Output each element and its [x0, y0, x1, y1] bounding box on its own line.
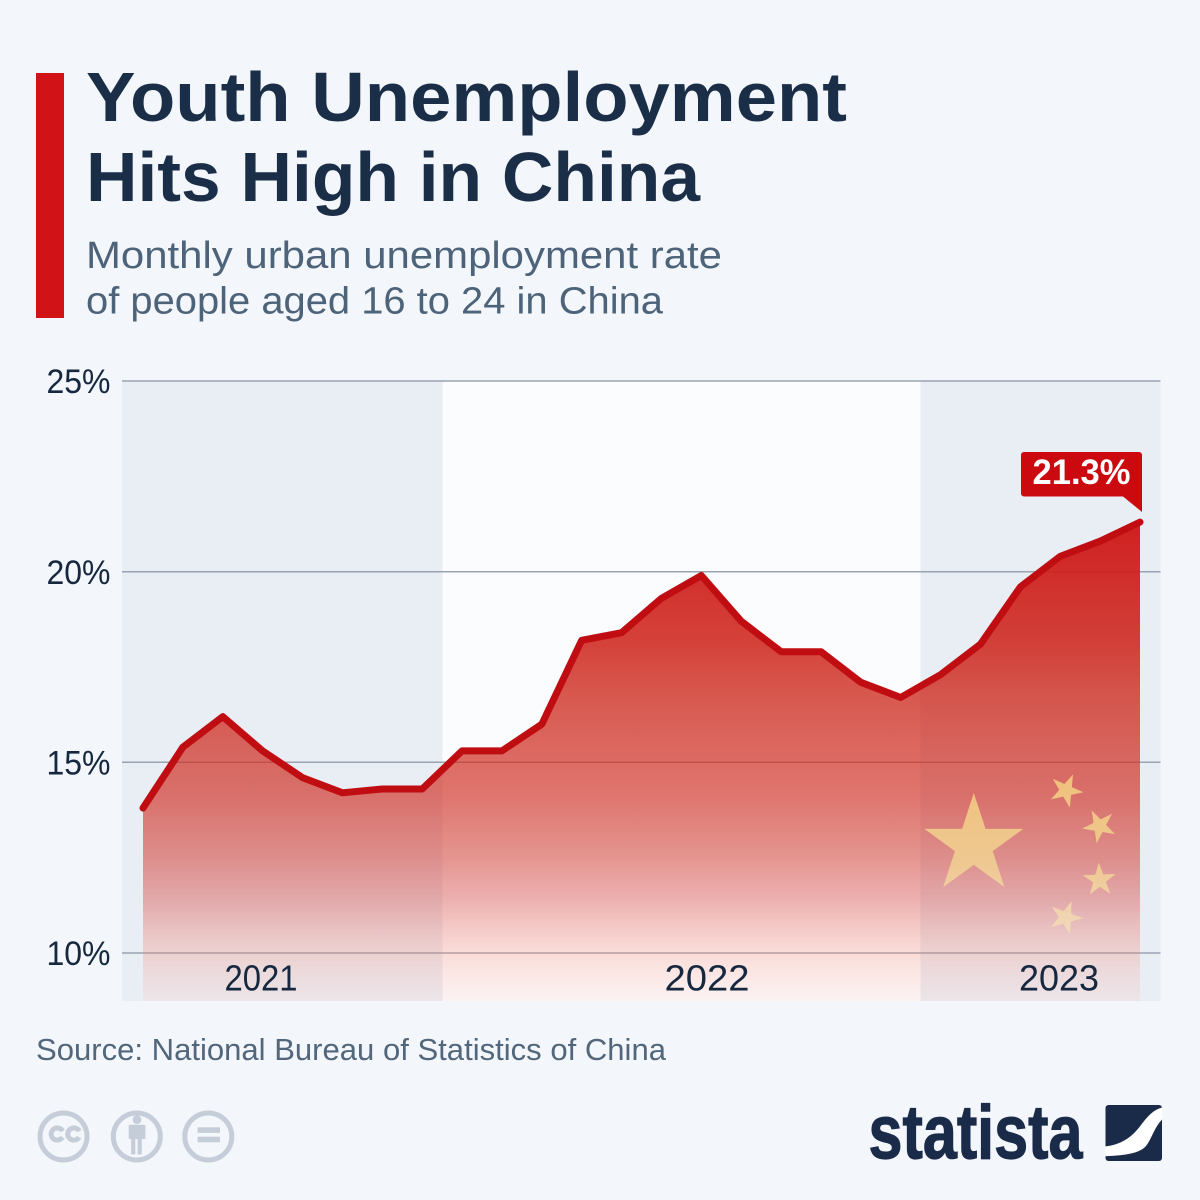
svg-text:10%: 10%: [47, 935, 111, 973]
svg-text:Monthly urban unemployment rat: Monthly urban unemployment rate: [86, 235, 722, 277]
svg-text:2023: 2023: [1019, 958, 1099, 999]
svg-text:20%: 20%: [47, 554, 111, 592]
svg-text:Hits High in China: Hits High in China: [86, 138, 701, 216]
svg-text:25%: 25%: [47, 363, 111, 401]
svg-text:2021: 2021: [225, 958, 298, 999]
svg-text:of people aged 16 to 24 in Chi: of people aged 16 to 24 in China: [86, 281, 664, 323]
svg-text:21.3%: 21.3%: [1033, 452, 1131, 492]
svg-text:statista: statista: [869, 1091, 1084, 1176]
svg-text:Youth Unemployment: Youth Unemployment: [86, 58, 847, 136]
svg-text:2022: 2022: [665, 958, 750, 999]
svg-text:Source: National Bureau of Sta: Source: National Bureau of Statistics of…: [36, 1032, 667, 1067]
svg-text:15%: 15%: [47, 745, 111, 783]
